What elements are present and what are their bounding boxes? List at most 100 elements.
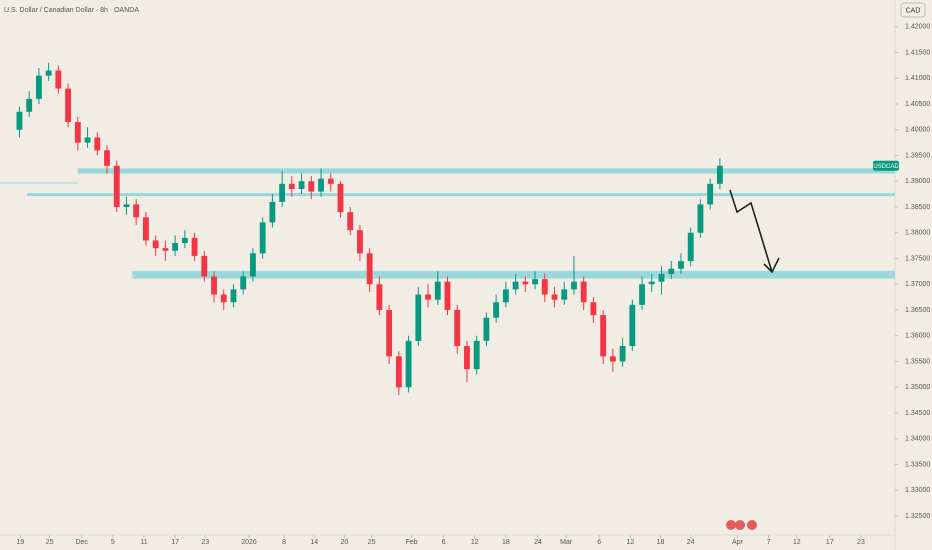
x-tick-label: 12 — [626, 539, 634, 546]
last-price-tag — [873, 160, 899, 171]
candle-body — [668, 268, 675, 274]
candle-body — [707, 183, 714, 205]
x-tick-label: 12 — [793, 539, 801, 546]
y-tick-label: 1.41500 — [905, 49, 930, 56]
x-tick-label: 7 — [767, 539, 771, 546]
x-tick-label: 23 — [857, 539, 865, 546]
zone — [132, 270, 896, 279]
candle-body — [571, 281, 577, 290]
currency-label[interactable]: CAD — [906, 7, 921, 14]
candle-body — [687, 232, 694, 262]
x-tick-label: Apr — [732, 539, 744, 546]
candle-body — [35, 75, 42, 99]
candle-body — [26, 98, 33, 112]
event-icon[interactable] — [726, 520, 736, 530]
candle-body — [337, 183, 344, 213]
candle-body — [386, 309, 393, 357]
x-tick-label: 5 — [111, 539, 115, 546]
y-tick-label: 1.38000 — [905, 230, 930, 237]
candle-body — [561, 289, 568, 300]
candle-body — [191, 237, 198, 256]
x-tick-label: 17 — [826, 539, 834, 546]
event-icon[interactable] — [735, 520, 745, 530]
candle-body — [318, 178, 324, 192]
candle-body — [123, 204, 130, 207]
x-tick-label: Feb — [405, 539, 417, 546]
candle-body — [502, 289, 509, 303]
candle-body — [376, 284, 383, 310]
candle-body — [327, 178, 334, 184]
candle-body — [454, 309, 461, 347]
x-tick-label: Dec — [75, 539, 88, 546]
x-tick-label: 25 — [368, 539, 376, 546]
candle-body — [609, 356, 616, 362]
candle-body — [347, 212, 354, 231]
x-tick-label: Mar — [560, 539, 573, 546]
x-tick-label: 23 — [201, 539, 209, 546]
y-tick-label: 1.34500 — [905, 410, 930, 417]
candle-body — [211, 276, 217, 295]
event-icons — [726, 520, 757, 530]
y-tick-label: 1.35000 — [905, 384, 930, 391]
y-tick-label: 1.37000 — [905, 281, 930, 288]
candle-body — [658, 273, 665, 282]
candle-body — [279, 183, 286, 202]
y-tick-label: 1.38500 — [905, 204, 930, 211]
y-tick-label: 1.34000 — [905, 436, 930, 443]
candle-body — [580, 281, 587, 303]
candle-body — [16, 111, 23, 130]
x-tick-label: 6 — [442, 539, 446, 546]
candle-body — [172, 243, 179, 251]
candle-body — [250, 253, 256, 277]
candle-body — [532, 279, 538, 285]
candle-body — [697, 204, 704, 233]
y-tick-label: 1.41000 — [905, 75, 930, 82]
y-tick-label: 1.33500 — [905, 461, 930, 468]
x-tick-label: 19 — [17, 539, 25, 546]
arrow-head — [763, 257, 780, 274]
x-tick-label: 11 — [140, 539, 147, 546]
candle-body — [74, 122, 81, 143]
candle-body — [152, 240, 159, 249]
y-tick-label: 1.40500 — [905, 101, 930, 108]
zone — [77, 168, 895, 174]
y-tick-label: 1.32500 — [905, 513, 930, 520]
candle-body — [551, 294, 558, 300]
candle-body — [600, 315, 607, 357]
y-tick-label: 1.42000 — [905, 24, 930, 31]
candle-body — [678, 261, 684, 269]
candle-body — [84, 137, 91, 143]
candle-body — [415, 294, 422, 341]
currency-button[interactable] — [900, 2, 926, 18]
candle-body — [464, 346, 470, 370]
candle-body — [298, 181, 305, 189]
y-tick-label: 1.39500 — [905, 152, 930, 159]
candle-body — [113, 165, 120, 207]
x-tick-label: 2026 — [241, 539, 257, 546]
candle-body — [55, 70, 62, 89]
candle-body — [639, 284, 645, 305]
candle-body — [269, 201, 276, 223]
candle-body — [162, 248, 169, 251]
event-icon[interactable] — [747, 520, 757, 530]
candle-body — [230, 289, 237, 303]
y-tick-label: 1.33000 — [905, 487, 930, 494]
y-tick-label: 1.35500 — [905, 358, 930, 365]
candle-body — [133, 204, 140, 218]
y-tick-label: 1.40000 — [905, 127, 930, 134]
candle-body — [522, 281, 529, 285]
candle-body — [716, 165, 723, 184]
candle-body — [65, 88, 72, 123]
y-tick-label: 1.39000 — [905, 178, 930, 185]
candle-body — [395, 356, 402, 388]
candle-body — [512, 281, 519, 290]
candle-body — [181, 237, 188, 244]
candle-body — [648, 281, 655, 285]
x-tick-label: 17 — [171, 539, 179, 546]
x-tick-label: 12 — [471, 539, 479, 546]
x-tick-label: 24 — [534, 539, 542, 546]
candle-body — [259, 222, 266, 254]
chart-title: U.S. Dollar / Canadian Dollar · 8h · OAN… — [4, 7, 139, 14]
